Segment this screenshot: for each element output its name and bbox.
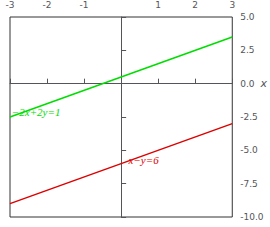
svg-text:-7.5: -7.5 (240, 179, 258, 189)
svg-text:-2: -2 (43, 0, 52, 10)
svg-text:0.0: 0.0 (240, 79, 255, 89)
svg-text:2.5: 2.5 (240, 45, 254, 55)
svg-text:5.0: 5.0 (240, 12, 255, 22)
svg-text:-10.0: -10.0 (240, 212, 264, 222)
svg-text:2: 2 (192, 0, 198, 10)
svg-text:1: 1 (155, 0, 161, 10)
svg-text:-3: -3 (6, 0, 15, 10)
svg-text:−2x+2y=1: −2x+2y=1 (12, 106, 61, 118)
svg-text:-5.0: -5.0 (240, 145, 258, 155)
svg-text:3: 3 (229, 0, 235, 10)
svg-text:x−y=6: x−y=6 (128, 154, 160, 166)
svg-text:-2.5: -2.5 (240, 112, 258, 122)
svg-text:-1: -1 (80, 0, 89, 10)
svg-text:x: x (259, 77, 267, 90)
